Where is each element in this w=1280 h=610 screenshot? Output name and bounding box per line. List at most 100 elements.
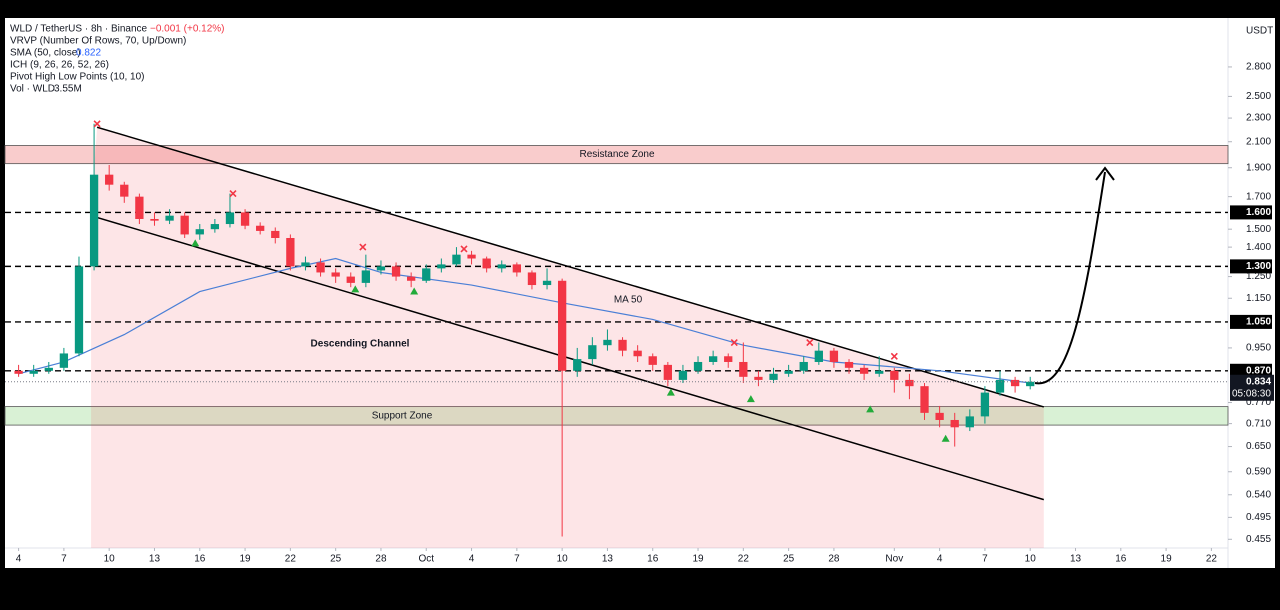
y-tick-label: 2.300 xyxy=(1246,113,1271,124)
candle-body xyxy=(965,416,974,428)
candle-body xyxy=(708,356,718,362)
y-tick-label: 0.950 xyxy=(1246,343,1271,354)
candle-body xyxy=(452,254,461,265)
candle-body xyxy=(331,272,340,277)
x-tick-label: 10 xyxy=(557,554,569,565)
candle-body xyxy=(663,364,672,380)
zone xyxy=(4,145,1229,165)
legend-ich: ICH (9, 26, 26, 52, 26) xyxy=(10,60,109,71)
candle-body xyxy=(376,266,386,271)
candle-body xyxy=(497,264,506,269)
candle-body xyxy=(74,266,84,354)
candle-body xyxy=(678,370,688,380)
y-tick-label: 1.900 xyxy=(1246,162,1271,173)
last-price-tag xyxy=(1230,374,1274,401)
channel-line xyxy=(96,126,1045,408)
x-tick-label: 19 xyxy=(692,554,704,565)
level-label: 0.870 xyxy=(1246,365,1271,376)
pivot-low xyxy=(410,287,419,295)
y-tick-label: 0.650 xyxy=(1246,441,1271,452)
level-tag xyxy=(1230,205,1272,220)
legend-change: −0.001 (+0.12%) xyxy=(150,24,225,35)
candle-body xyxy=(286,237,295,267)
candle-body xyxy=(603,339,612,346)
y-tick-label: 1.150 xyxy=(1246,293,1271,304)
x-tick-label: 7 xyxy=(61,554,67,565)
legend-vol: Vol · WLD xyxy=(10,84,55,95)
y-tick-label: 1.400 xyxy=(1246,242,1271,253)
currency: USDT xyxy=(1246,26,1273,37)
level-label: 1.050 xyxy=(1246,317,1271,328)
x-tick-label: 28 xyxy=(375,554,387,565)
last-price-label: 0.834 xyxy=(1246,376,1271,387)
candle-body xyxy=(693,361,703,371)
level-tag xyxy=(1230,259,1272,274)
y-tick-label: 0.540 xyxy=(1246,489,1271,500)
countdown: 05:08:30 xyxy=(1232,388,1271,399)
x-tick-label: 13 xyxy=(1070,554,1082,565)
candle-body xyxy=(346,276,355,283)
y-tick-label: 0.590 xyxy=(1246,466,1271,477)
legend-pivot: Pivot High Low Points (10, 10) xyxy=(10,72,145,83)
legend-sma-value: 0.822 xyxy=(76,48,101,59)
candle-body xyxy=(407,276,416,281)
candle-body xyxy=(135,196,144,219)
candle-body xyxy=(633,350,642,357)
candle-body xyxy=(210,224,220,230)
y-tick-label: 0.455 xyxy=(1246,534,1271,545)
x-tick-label: 4 xyxy=(469,554,475,565)
candle-body xyxy=(422,268,431,281)
x-tick-label: Nov xyxy=(885,554,903,565)
channel-line xyxy=(90,214,1045,501)
candle-body xyxy=(905,379,914,387)
candle-body xyxy=(301,262,310,267)
candle-body xyxy=(512,264,522,273)
x-tick-label: 25 xyxy=(330,554,342,565)
candle-body xyxy=(44,367,53,371)
candle-body xyxy=(180,215,189,235)
x-tick-label: 4 xyxy=(16,554,22,565)
x-tick-label: 22 xyxy=(285,554,297,565)
candle-body xyxy=(754,376,763,380)
projection-arrow xyxy=(1034,171,1106,385)
candle-body xyxy=(980,392,990,417)
y-tick-label: 2.800 xyxy=(1246,62,1271,73)
candle-body xyxy=(844,361,854,368)
candle-body xyxy=(120,184,129,197)
ma-label: MA 50 xyxy=(614,295,643,306)
candle-body xyxy=(391,266,401,277)
pivot-low xyxy=(941,434,950,442)
channel-fill xyxy=(91,127,1044,548)
x-tick-label: 19 xyxy=(240,554,252,565)
x-tick-label: Oct xyxy=(418,554,434,565)
candle-body xyxy=(859,367,869,374)
candle-body xyxy=(89,174,99,267)
pivot-high xyxy=(93,120,101,128)
x-tick-label: 25 xyxy=(783,554,795,565)
candle-body xyxy=(1010,379,1020,387)
candle-body xyxy=(557,280,567,371)
x-tick-label: 16 xyxy=(647,554,659,565)
candle-body xyxy=(225,212,235,225)
y-tick-label: 0.495 xyxy=(1246,512,1271,523)
pivot-low xyxy=(351,285,360,293)
candle-body xyxy=(482,258,491,269)
legend-vol-value: 3.55M xyxy=(54,84,82,95)
level-label: 1.300 xyxy=(1246,261,1271,272)
candle-body xyxy=(29,370,38,374)
candle-body xyxy=(59,353,69,368)
level-tag xyxy=(1230,314,1272,329)
pivot-low xyxy=(746,395,755,403)
candle-body xyxy=(799,361,808,371)
candle-body xyxy=(814,350,823,362)
candle-body xyxy=(920,386,929,413)
x-tick-label: 22 xyxy=(1206,554,1218,565)
x-tick-label: 7 xyxy=(982,554,988,565)
y-tick-label: 0.770 xyxy=(1246,397,1271,408)
candle-body xyxy=(195,229,204,235)
candle-body xyxy=(14,370,23,374)
legend-vrvp: VRVP (Number Of Rows, 70, Up/Down) xyxy=(10,36,186,47)
arrow-head xyxy=(1095,166,1115,181)
x-tick-label: 7 xyxy=(514,554,520,565)
